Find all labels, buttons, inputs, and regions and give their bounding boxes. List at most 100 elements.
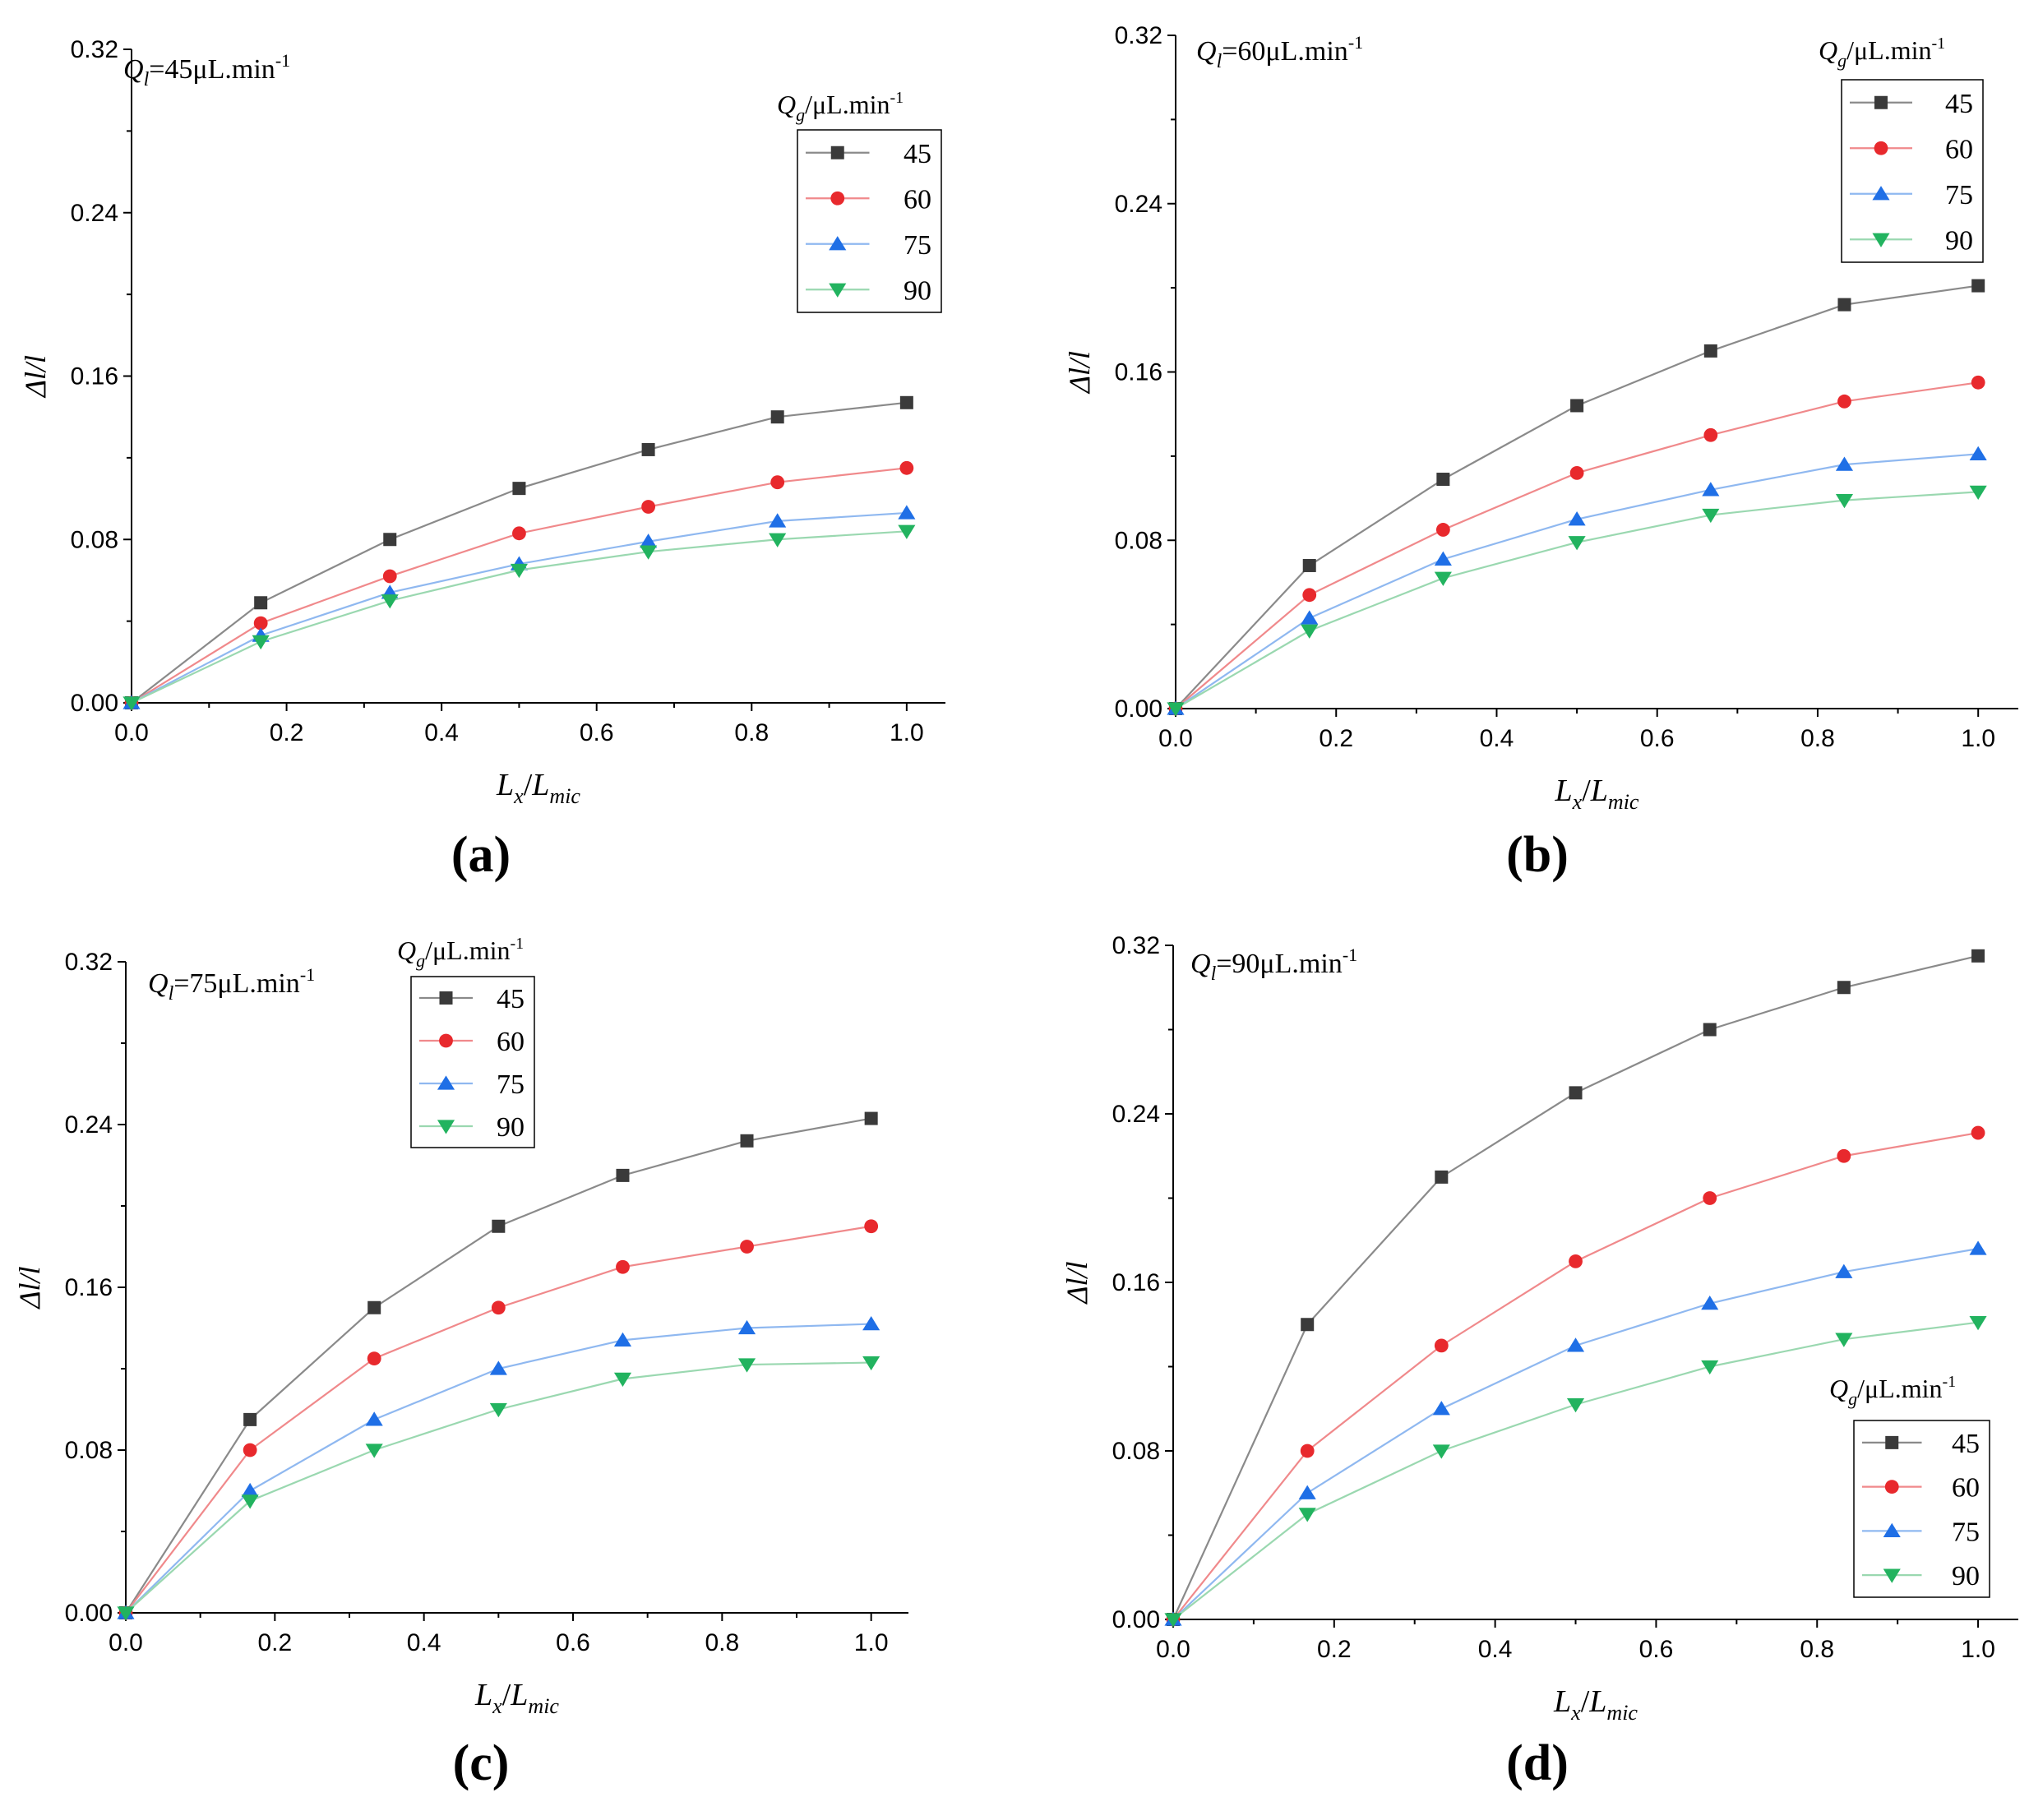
legend-box [797, 129, 942, 313]
data-point-45 [1971, 949, 1985, 963]
data-point-45 [899, 395, 913, 409]
data-point-45 [864, 1111, 878, 1125]
annotation-sup: -1 [1343, 945, 1357, 965]
data-point-45 [512, 482, 526, 496]
data-point-90 [769, 533, 787, 547]
legend-label-90: 90 [1945, 225, 1973, 256]
x-tick-label: 0.0 [1156, 1636, 1190, 1663]
data-point-75 [1969, 446, 1987, 460]
legend-label-75: 75 [1945, 180, 1973, 210]
panel-label: (a) [451, 827, 511, 883]
x-tick-label: 0.4 [1480, 725, 1514, 752]
legend-marker-60 [830, 191, 845, 206]
data-point-45 [1837, 298, 1851, 312]
data-point-60 [382, 569, 397, 584]
data-point-45 [616, 1168, 630, 1182]
x-label-symbol: L [1553, 1684, 1571, 1719]
data-point-60 [616, 1259, 630, 1274]
data-point-45 [383, 533, 397, 547]
x-tick-label: 0.6 [556, 1629, 590, 1656]
legend-label-45: 45 [1945, 89, 1973, 119]
legend-title-sub: g [416, 950, 425, 971]
y-tick-label: 0.24 [1115, 191, 1162, 218]
data-point-75 [365, 1411, 383, 1426]
x-tick-label: 0.8 [705, 1629, 739, 1656]
y-tick-label: 0.24 [1112, 1101, 1160, 1128]
x-tick-label: 0.6 [1639, 1636, 1674, 1663]
data-point-75 [862, 1315, 880, 1331]
series-75 [117, 1315, 880, 1619]
data-point-45 [492, 1219, 506, 1233]
x-tick-label: 0.2 [270, 719, 304, 746]
annotation-symbol: Q [1190, 949, 1211, 979]
legend-marker-45 [830, 146, 844, 159]
y-tick-label: 0.16 [65, 1274, 113, 1301]
data-point-45 [1570, 399, 1584, 413]
y-tick-label: 0.32 [1115, 22, 1162, 49]
data-point-90 [640, 545, 658, 560]
series-90 [1164, 1316, 1987, 1628]
data-point-90 [365, 1444, 383, 1458]
legend-title-text: /μL.min [1857, 1374, 1942, 1403]
data-point-75 [1434, 551, 1452, 566]
data-point-75 [1432, 1401, 1450, 1416]
series-90 [117, 1356, 880, 1621]
y-axis-label: Δl/l [1063, 351, 1096, 395]
legend-title-sup: -1 [1931, 35, 1945, 53]
legend-marker-45 [439, 991, 453, 1005]
x-label-sub: x [1572, 790, 1583, 814]
x-axis-label: Lx/Lmic [496, 768, 580, 808]
legend: 45 60 75 90 [1853, 1420, 1990, 1598]
data-point-90 [737, 1358, 756, 1373]
x-label-sub2: mic [1608, 790, 1639, 814]
data-point-60 [1569, 1254, 1583, 1268]
data-point-90 [1835, 493, 1854, 509]
series-45 [119, 1111, 878, 1619]
legend-marker-90 [437, 1120, 455, 1134]
legend-title-symbol: Q [397, 935, 416, 965]
legend-title: Qg/μL.min-1 [397, 935, 524, 971]
y-tick-label: 0.24 [71, 200, 118, 227]
series-90 [1167, 485, 1987, 717]
legend-marker-90 [829, 283, 847, 298]
data-point-60 [1435, 523, 1450, 537]
series-75 [1164, 1240, 1987, 1626]
series-line-60 [125, 1225, 871, 1614]
annotation-symbol: Q [148, 968, 169, 999]
data-point-75 [1566, 1337, 1585, 1352]
data-point-90 [862, 1356, 880, 1371]
annotation-sub: l [1211, 963, 1217, 985]
data-point-60 [1837, 394, 1851, 409]
data-point-90 [613, 1372, 632, 1387]
data-point-75 [1568, 511, 1586, 526]
series-line-45 [131, 401, 907, 704]
data-point-75 [1301, 610, 1319, 625]
legend: 45 60 75 90 [797, 129, 942, 313]
x-axis-label: Lx/Lmic [1555, 774, 1639, 814]
y-tick-label: 0.08 [71, 526, 118, 553]
data-point-60 [740, 1240, 754, 1254]
data-point-75 [1702, 482, 1720, 497]
data-point-90 [1835, 1333, 1853, 1347]
y-axis-label: Δl/l [1061, 1261, 1093, 1305]
data-point-60 [491, 1300, 506, 1315]
data-point-90 [1702, 508, 1720, 524]
legend-title-sup: -1 [890, 89, 904, 107]
annotation-symbol: Q [123, 54, 144, 85]
legend-label-60: 60 [1952, 1473, 1980, 1504]
x-tick-label: 0.2 [257, 1629, 292, 1656]
data-point-60 [770, 475, 785, 490]
legend-marker-60 [1884, 1480, 1899, 1494]
annotation-text: =60μL.min [1222, 36, 1348, 67]
data-point-90 [122, 696, 141, 711]
x-tick-label: 0.2 [1317, 1636, 1352, 1663]
legend-title-sub: g [796, 104, 805, 125]
legend-label-60: 60 [497, 1027, 525, 1057]
data-point-90 [1298, 1508, 1316, 1522]
data-point-90 [381, 594, 399, 609]
y-tick-label: 0.08 [1115, 527, 1162, 554]
series-line-75 [131, 511, 907, 704]
data-point-45 [770, 410, 784, 424]
x-axis-label: Lx/Lmic [1553, 1684, 1638, 1725]
flow-rate-annotation: Ql=45μL.min-1 [123, 50, 290, 90]
